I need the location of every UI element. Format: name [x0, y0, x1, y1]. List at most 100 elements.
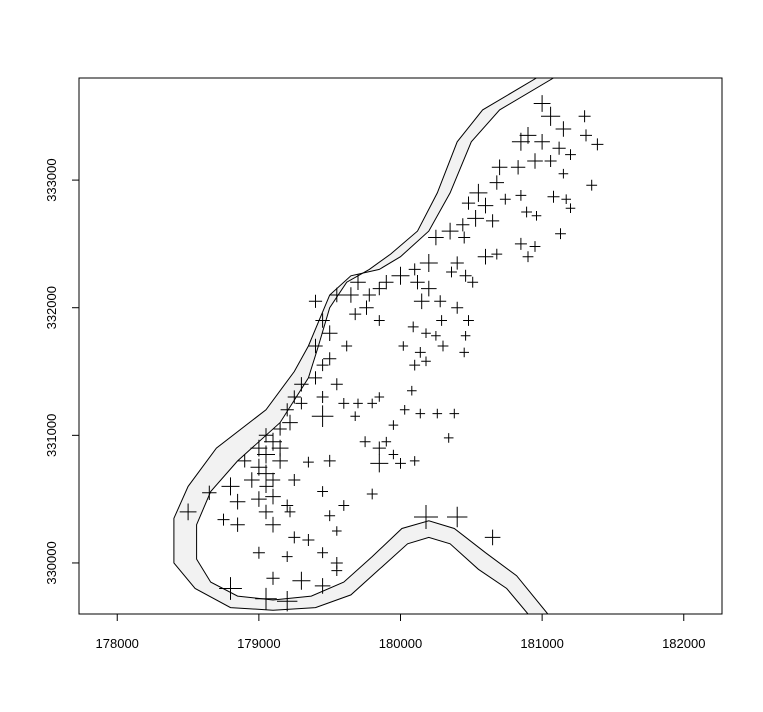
data-point — [202, 485, 217, 500]
data-point — [381, 436, 392, 447]
data-point — [230, 517, 245, 532]
data-point — [251, 491, 267, 507]
data-point — [359, 436, 371, 448]
data-point — [265, 488, 281, 505]
data-point — [413, 293, 430, 310]
data-point — [316, 359, 329, 372]
data-point — [415, 408, 426, 419]
data-point — [395, 458, 406, 469]
data-point — [586, 179, 598, 191]
x-tick-label: 182000 — [662, 636, 705, 651]
data-point — [565, 203, 576, 213]
data-point — [407, 385, 417, 396]
data-point — [311, 405, 334, 427]
data-point — [350, 411, 360, 421]
data-point — [257, 445, 275, 464]
data-point — [456, 218, 470, 232]
data-point — [332, 526, 342, 536]
data-point — [284, 506, 296, 518]
data-point — [317, 486, 328, 497]
river-bank-outer — [173, 78, 554, 614]
data-point — [315, 313, 330, 328]
data-point — [277, 591, 298, 612]
data-point — [258, 428, 274, 443]
data-point — [280, 403, 294, 417]
data-point — [434, 295, 447, 308]
data-point — [519, 127, 537, 144]
data-point — [379, 275, 394, 290]
data-point — [428, 229, 444, 246]
data-point — [281, 499, 294, 512]
data-point — [265, 516, 281, 533]
data-point — [591, 138, 604, 151]
data-point — [367, 398, 377, 409]
data-point — [372, 441, 386, 455]
points-layer — [179, 95, 604, 612]
data-point — [316, 391, 329, 403]
data-point — [459, 347, 469, 358]
data-point — [292, 571, 311, 590]
x-tick-label: 179000 — [237, 636, 280, 651]
data-point — [446, 266, 457, 278]
data-point — [314, 578, 331, 594]
data-point — [441, 222, 459, 240]
data-point — [338, 500, 350, 511]
data-point — [399, 405, 410, 415]
data-point — [359, 300, 374, 315]
data-point — [552, 141, 566, 155]
data-point — [437, 340, 449, 352]
y-tick-label: 332000 — [44, 286, 59, 329]
data-point — [467, 210, 484, 227]
data-point — [421, 328, 431, 338]
data-point — [499, 193, 511, 205]
data-point — [527, 153, 543, 169]
y-tick-label: 331000 — [44, 414, 59, 457]
data-point — [531, 211, 542, 221]
data-point — [477, 248, 494, 265]
data-point — [288, 474, 301, 486]
data-point — [217, 513, 230, 526]
data-point — [250, 439, 268, 457]
data-point — [515, 190, 527, 201]
data-point — [463, 315, 474, 326]
data-point — [372, 282, 386, 296]
data-point — [534, 134, 550, 150]
data-point — [252, 546, 265, 559]
data-point — [510, 160, 526, 175]
data-point — [362, 288, 376, 302]
data-point — [308, 338, 323, 354]
data-point — [409, 359, 421, 371]
data-point — [533, 95, 551, 112]
data-point — [555, 228, 566, 240]
data-point — [432, 408, 443, 419]
data-point — [288, 531, 301, 544]
data-point — [449, 408, 460, 419]
data-point — [329, 287, 344, 303]
data-point — [419, 254, 438, 272]
data-point — [317, 547, 328, 559]
y-axis: 330000 331000 332000 333000 — [44, 158, 80, 585]
river-layer — [173, 78, 554, 614]
data-point — [469, 183, 488, 202]
y-tick-label: 330000 — [44, 541, 59, 584]
data-point — [408, 263, 421, 276]
data-point — [272, 453, 288, 469]
data-point — [541, 106, 561, 126]
data-point — [431, 331, 441, 341]
data-point — [580, 129, 592, 142]
data-point — [273, 422, 287, 436]
data-point — [219, 577, 242, 600]
data-point — [447, 506, 468, 528]
data-point — [294, 377, 309, 392]
data-point — [460, 331, 471, 341]
data-point — [561, 194, 571, 204]
data-point — [514, 237, 527, 250]
river-bank-inner — [196, 78, 549, 614]
data-point — [388, 449, 399, 460]
data-point — [491, 159, 508, 176]
data-point — [373, 315, 385, 326]
data-point — [407, 321, 419, 333]
data-point — [370, 454, 389, 473]
data-point — [244, 472, 260, 488]
